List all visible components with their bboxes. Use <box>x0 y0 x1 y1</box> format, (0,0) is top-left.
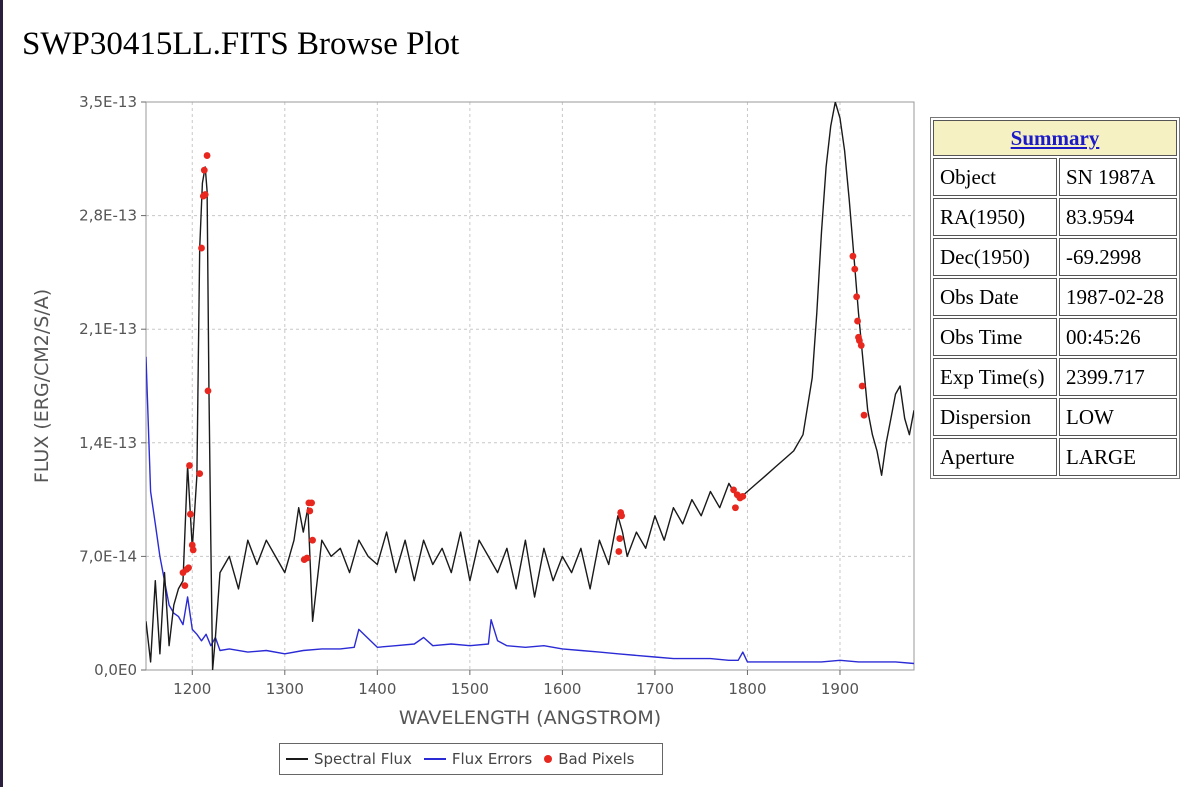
summary-row-obs-date: Obs Date 1987-02-28 <box>933 278 1177 316</box>
summary-value: -69.2998 <box>1059 238 1177 276</box>
summary-link[interactable]: Summary <box>1010 125 1100 150</box>
summary-row-aperture: Aperture LARGE <box>933 438 1177 476</box>
flux-chart: 1200 1300 1400 1500 1600 1700 1800 1900 0,0E0 7,0… <box>31 93 915 729</box>
summary-value: 2399.717 <box>1059 358 1177 396</box>
legend-swatch-bad <box>544 755 553 763</box>
summary-key: Obs Time <box>933 318 1057 356</box>
window-edge <box>0 0 3 787</box>
bad-pixel-point <box>201 191 209 198</box>
summary-value: LOW <box>1059 398 1177 436</box>
bad-pixel-point <box>204 387 212 395</box>
x-tick-label: 1200 <box>173 680 211 698</box>
summary-row-ra: RA(1950) 83.9594 <box>933 198 1177 236</box>
x-tick-label: 1300 <box>266 680 304 698</box>
bad-pixel-point <box>860 411 868 419</box>
summary-table: Summary Object SN 1987A RA(1950) 83.9594… <box>930 117 1180 479</box>
legend-item-flux: Spectral Flux <box>286 750 412 768</box>
bad-pixel-point <box>853 293 861 301</box>
bad-pixel-point <box>196 470 204 478</box>
bad-pixel-point <box>616 535 624 542</box>
chart-legend: Spectral Flux Flux Errors Bad Pixels <box>279 743 663 775</box>
bad-pixel-point <box>200 166 208 174</box>
summary-value: SN 1987A <box>1059 158 1177 196</box>
plot-frame <box>145 101 915 671</box>
summary-key: RA(1950) <box>933 198 1057 236</box>
summary-key: Obs Date <box>933 278 1057 316</box>
x-tick-label: 1800 <box>728 680 766 698</box>
x-tick-label: 1400 <box>358 680 396 698</box>
summary-value: LARGE <box>1059 438 1177 476</box>
bad-pixel-point <box>185 564 192 572</box>
bad-pixel-point <box>732 504 739 512</box>
bad-pixel-point <box>849 252 857 260</box>
bad-pixel-point <box>858 382 866 390</box>
bad-pixel-point <box>730 486 737 494</box>
flux-errors-line <box>146 356 914 665</box>
summary-row-exp-time: Exp Time(s) 2399.717 <box>933 358 1177 396</box>
x-tick-label: 1600 <box>543 680 581 698</box>
bad-pixel-point <box>198 244 205 252</box>
bad-pixel-point <box>854 317 861 325</box>
legend-swatch-flux <box>286 758 308 760</box>
legend-label-bad: Bad Pixels <box>558 750 635 768</box>
legend-label-flux: Spectral Flux <box>314 750 412 768</box>
y-axis-label: FLUX (ERG/CM2/S/A) <box>31 289 53 483</box>
x-axis-label: WAVELENGTH (ANGSTROM) <box>399 707 661 729</box>
bad-pixel-point <box>306 507 314 515</box>
bad-pixel-point <box>615 548 623 555</box>
bad-pixel-point <box>857 342 865 349</box>
y-tick-label: 3,5E-13 <box>79 93 137 111</box>
page-title: SWP30415LL.FITS Browse Plot <box>22 26 460 62</box>
x-tick-label: 1500 <box>451 680 489 698</box>
legend-swatch-errors <box>423 758 446 760</box>
summary-key: Aperture <box>933 438 1057 476</box>
bad-pixel-point <box>309 536 316 544</box>
bad-pixel-point <box>189 546 197 554</box>
summary-header: Summary <box>933 120 1177 156</box>
bad-pixel-point <box>739 492 747 500</box>
summary-row-dispersion: Dispersion LOW <box>933 398 1177 436</box>
summary-key: Exp Time(s) <box>933 358 1057 396</box>
summary-row-object: Object SN 1987A <box>933 158 1177 196</box>
summary-row-dec: Dec(1950) -69.2998 <box>933 238 1177 276</box>
bad-pixel-point <box>303 554 311 562</box>
bad-pixel-point <box>186 462 193 469</box>
y-tick-label: 2,1E-13 <box>79 320 137 338</box>
summary-row-obs-time: Obs Time 00:45:26 <box>933 318 1177 356</box>
y-tick-label: 0,0E0 <box>94 661 137 679</box>
summary-key: Dispersion <box>933 398 1057 436</box>
bad-pixel-point <box>187 510 194 518</box>
y-tick-label: 7,0E-14 <box>79 547 137 565</box>
bad-pixel-point <box>618 512 626 520</box>
summary-key: Object <box>933 158 1057 196</box>
x-tick-label: 1700 <box>636 680 674 698</box>
legend-item-errors: Flux Errors <box>423 750 533 768</box>
summary-value: 1987-02-28 <box>1059 278 1177 316</box>
bad-pixel-point <box>308 499 316 507</box>
bad-pixel-point <box>181 582 189 590</box>
summary-value: 00:45:26 <box>1059 318 1177 356</box>
y-tick-label: 1,4E-13 <box>79 434 137 452</box>
spectral-flux-line <box>146 102 914 670</box>
summary-value: 83.9594 <box>1059 198 1177 236</box>
summary-key: Dec(1950) <box>933 238 1057 276</box>
legend-item-bad: Bad Pixels <box>544 750 635 768</box>
legend-label-errors: Flux Errors <box>451 750 533 768</box>
bad-pixel-point <box>851 265 859 273</box>
y-tick-label: 2,8E-13 <box>79 207 137 225</box>
bad-pixel-point <box>203 152 211 159</box>
x-tick-label: 1900 <box>821 680 859 698</box>
